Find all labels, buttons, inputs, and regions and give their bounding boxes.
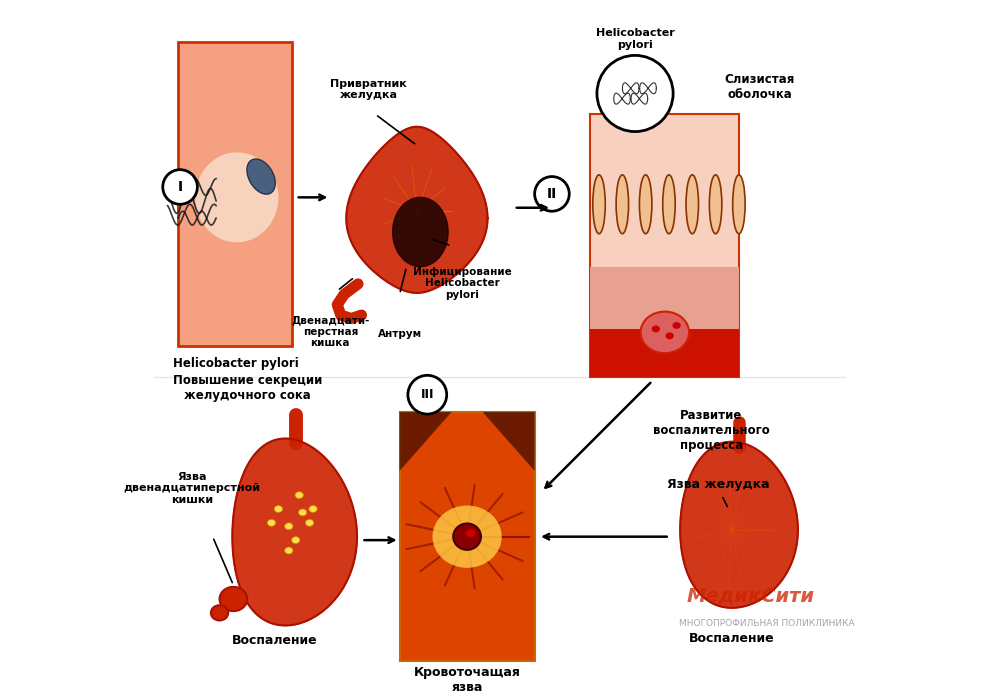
- Ellipse shape: [686, 175, 699, 234]
- Text: III: III: [421, 389, 434, 401]
- Ellipse shape: [285, 523, 293, 530]
- Ellipse shape: [616, 175, 629, 234]
- Text: II: II: [547, 187, 557, 201]
- Ellipse shape: [641, 312, 689, 354]
- Ellipse shape: [663, 175, 675, 234]
- Polygon shape: [680, 442, 798, 608]
- Polygon shape: [400, 412, 452, 471]
- Ellipse shape: [666, 332, 674, 340]
- Text: Helicobacter
pylori: Helicobacter pylori: [596, 28, 674, 50]
- Ellipse shape: [274, 505, 283, 512]
- Circle shape: [597, 55, 673, 132]
- Text: Helicobacter pylori: Helicobacter pylori: [173, 356, 298, 370]
- Ellipse shape: [652, 326, 660, 332]
- Ellipse shape: [220, 587, 247, 611]
- Ellipse shape: [298, 509, 307, 516]
- FancyBboxPatch shape: [590, 267, 739, 329]
- Text: Язва желудка: Язва желудка: [667, 478, 769, 491]
- Ellipse shape: [267, 519, 276, 526]
- Circle shape: [408, 375, 447, 414]
- Ellipse shape: [593, 175, 605, 234]
- Ellipse shape: [639, 175, 652, 234]
- Text: Воспаление: Воспаление: [689, 632, 775, 645]
- Polygon shape: [483, 412, 535, 471]
- Ellipse shape: [305, 519, 314, 526]
- Text: I: I: [178, 180, 183, 194]
- Circle shape: [163, 169, 197, 204]
- Polygon shape: [346, 127, 488, 293]
- Ellipse shape: [672, 322, 681, 329]
- Text: Кровоточащая
язва: Кровоточащая язва: [414, 666, 521, 694]
- Text: Привратник
желудка: Привратник желудка: [330, 79, 407, 100]
- Text: МНОГОПРОФИЛЬНАЯ ПОЛИКЛИНИКА: МНОГОПРОФИЛЬНАЯ ПОЛИКЛИНИКА: [679, 619, 854, 628]
- Ellipse shape: [195, 153, 278, 242]
- Text: Воспаление: Воспаление: [232, 634, 318, 648]
- FancyBboxPatch shape: [590, 114, 739, 377]
- FancyBboxPatch shape: [178, 41, 292, 346]
- Text: Язва
двенадцатиперстной
кишки: Язва двенадцатиперстной кишки: [123, 472, 260, 505]
- Ellipse shape: [465, 528, 476, 538]
- Polygon shape: [393, 197, 448, 267]
- Text: Двенадцати-
перстная
кишка: Двенадцати- перстная кишка: [291, 315, 370, 349]
- Text: МедикСити: МедикСити: [687, 586, 815, 605]
- Ellipse shape: [211, 606, 228, 620]
- Ellipse shape: [432, 505, 502, 568]
- Circle shape: [535, 176, 569, 211]
- FancyBboxPatch shape: [400, 412, 535, 662]
- Text: Антрум: Антрум: [378, 329, 422, 339]
- Ellipse shape: [733, 175, 745, 234]
- Ellipse shape: [285, 547, 293, 554]
- Text: Слизистая
оболочка: Слизистая оболочка: [724, 73, 795, 101]
- Text: Повышение секреции
желудочного сока: Повышение секреции желудочного сока: [173, 374, 322, 402]
- Text: Инфицирование
Helicobacter
pylori: Инфицирование Helicobacter pylori: [413, 267, 511, 300]
- FancyBboxPatch shape: [590, 329, 739, 377]
- Ellipse shape: [247, 159, 275, 194]
- Ellipse shape: [295, 491, 303, 498]
- Ellipse shape: [292, 537, 300, 544]
- Ellipse shape: [453, 524, 481, 550]
- Text: Развитие
воспалительного
процесса: Развитие воспалительного процесса: [653, 409, 770, 452]
- Polygon shape: [232, 438, 357, 626]
- Ellipse shape: [709, 175, 722, 234]
- Ellipse shape: [309, 505, 317, 512]
